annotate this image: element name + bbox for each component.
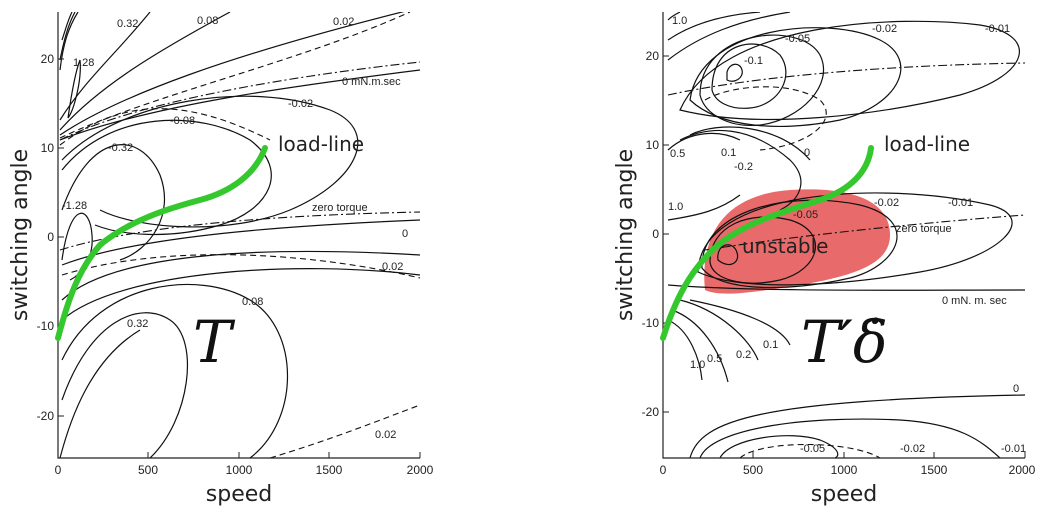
left-contour-label: 0.02 [375,429,396,441]
right-x-tick-0: 0 [660,463,667,477]
right-y-tick-0: 0 [652,227,659,241]
left-contour-label: 0.32 [127,318,148,330]
right-x-tick-1000: 1000 [831,463,858,477]
right-contour-label: zero torque [896,223,952,235]
right-load-line [660,145,874,341]
right-contour-label: 0 [804,147,810,159]
right-y-axis-label: switching angle [613,149,638,321]
right-contour-label: 0.5 [707,353,722,365]
right-y-tick-m20: -20 [642,405,660,419]
right-contour-label: -0.05 [800,443,825,455]
left-contour-label: -1.28 [62,200,87,212]
right-contour-label: 1.0 [690,359,705,371]
right-contour-label: -0.01 [948,197,973,209]
left-contour-label: 0 mN.m.sec [342,76,401,88]
right-contour-label: -0.02 [872,23,897,35]
right-contour-label: 0 mN. m. sec [942,295,1007,307]
left-y-tick-10: 10 [41,141,55,155]
left-y-tick-labels: -20 -10 0 10 20 [37,52,55,423]
right-contour-label: 1.0 [668,201,683,213]
right-x-tick-1500: 1500 [921,463,948,477]
left-contour-label: 0 [402,228,408,240]
unstable-label: unstable [742,234,828,258]
right-ticks [662,55,1026,458]
right-y-tick-10: 10 [646,138,660,152]
left-contour-label: 1.28 [73,57,94,69]
left-y-tick-m20: -20 [37,409,55,423]
left-x-tick-500: 500 [138,463,158,477]
right-contour-label: 0.2 [736,349,751,361]
right-contour-label: 0 [1013,383,1019,395]
left-contour-label: -0.08 [170,115,195,127]
left-x-tick-0: 0 [55,463,62,477]
right-contour-label: 0.1 [763,339,778,351]
right-contour-labels: 1.0 -0.1 -0.05 -0.02 -0.01 0.5 0.1 -0.2 … [668,15,1026,455]
right-contours [667,12,1025,458]
right-contour-label: -0.02 [900,443,925,455]
left-load-line [55,145,268,341]
right-contour-label: 1.0 [672,15,687,27]
right-contour-label: 0.1 [721,147,736,159]
left-y-tick-20: 20 [41,52,55,66]
left-y-tick-0: 0 [47,230,54,244]
left-contour-label: -0.32 [108,142,133,154]
left-y-axis-label: switching angle [8,149,33,321]
left-contour-labels: 0.32 0.08 0.02 0 mN.m.sec 1.28 -0.02 -0.… [62,15,408,441]
right-contour-label: -0.05 [793,209,818,221]
right-y-tick-20: 20 [646,49,660,63]
left-x-tick-labels: 0 500 1000 1500 2000 [55,463,434,477]
left-contour-label: 0.02 [382,261,403,273]
right-load-line-label: load-line [884,132,970,156]
left-panel-title: T [193,308,236,376]
left-x-tick-1000: 1000 [226,463,253,477]
right-panel-title: T′δ̇ [801,308,888,376]
unstable-region [704,189,890,294]
right-x-axis-label: speed [811,482,877,507]
left-panel: 0 500 1000 1500 2000 -20 -10 0 10 20 spe… [8,12,434,507]
left-y-tick-m10: -10 [37,319,55,333]
left-x-axis-label: speed [206,482,272,507]
right-contour-label: -0.2 [734,161,753,173]
right-panel: 0 500 1000 1500 2000 -20 -10 0 10 20 spe… [613,12,1036,507]
right-contour-label: -0.01 [985,23,1010,35]
right-y-tick-labels: -20 -10 0 10 20 [642,49,660,419]
right-contour-label: -0.05 [785,33,810,45]
right-contour-label: -0.1 [744,55,763,67]
left-contour-label: 0.08 [197,15,218,27]
left-load-line-label: load-line [278,132,364,156]
right-contour-label: 0.5 [670,148,685,160]
right-x-tick-labels: 0 500 1000 1500 2000 [660,463,1036,477]
right-y-tick-m10: -10 [642,316,660,330]
left-x-tick-1500: 1500 [316,463,343,477]
left-contour-label: -0.02 [288,98,313,110]
right-x-tick-2000: 2000 [1009,463,1036,477]
left-contour-label: zero torque [312,202,368,214]
right-x-tick-500: 500 [743,463,763,477]
left-contour-label: 0.08 [242,296,263,308]
left-x-tick-2000: 2000 [407,463,434,477]
left-contour-label: 0.02 [333,16,354,28]
left-contour-label: 0.32 [117,18,138,30]
right-contour-label: -0.02 [874,197,899,209]
right-contour-label: -0.01 [1001,443,1026,455]
